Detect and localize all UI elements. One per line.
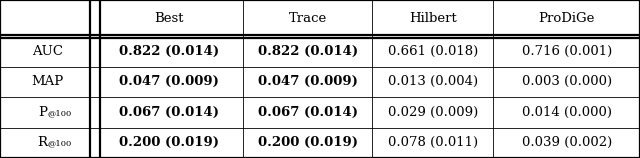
Text: MAP: MAP [31, 75, 63, 88]
Text: 0.716 (0.001): 0.716 (0.001) [522, 45, 612, 58]
Text: Best: Best [154, 12, 184, 25]
Text: R: R [37, 136, 47, 149]
Text: 0.078 (0.011): 0.078 (0.011) [388, 136, 478, 149]
Text: 0.047 (0.009): 0.047 (0.009) [119, 75, 219, 88]
Text: 0.822 (0.014): 0.822 (0.014) [119, 45, 219, 58]
Text: AUC: AUC [32, 45, 63, 58]
Text: 0.200 (0.019): 0.200 (0.019) [119, 136, 219, 149]
Text: 0.067 (0.014): 0.067 (0.014) [258, 106, 358, 119]
Text: 0.014 (0.000): 0.014 (0.000) [522, 106, 612, 119]
Text: 0.067 (0.014): 0.067 (0.014) [119, 106, 219, 119]
Text: 0.047 (0.009): 0.047 (0.009) [258, 75, 358, 88]
Text: Trace: Trace [289, 12, 327, 25]
Text: 0.822 (0.014): 0.822 (0.014) [258, 45, 358, 58]
Text: @100: @100 [47, 140, 72, 148]
Text: 0.003 (0.000): 0.003 (0.000) [522, 75, 612, 88]
Text: @100: @100 [47, 109, 72, 117]
Text: 0.039 (0.002): 0.039 (0.002) [522, 136, 612, 149]
Text: 0.029 (0.009): 0.029 (0.009) [388, 106, 478, 119]
Text: 0.661 (0.018): 0.661 (0.018) [388, 45, 478, 58]
Text: 0.200 (0.019): 0.200 (0.019) [258, 136, 358, 149]
Text: ProDiGe: ProDiGe [538, 12, 595, 25]
Text: P: P [38, 106, 47, 119]
Text: 0.013 (0.004): 0.013 (0.004) [388, 75, 478, 88]
Text: Hilbert: Hilbert [409, 12, 457, 25]
